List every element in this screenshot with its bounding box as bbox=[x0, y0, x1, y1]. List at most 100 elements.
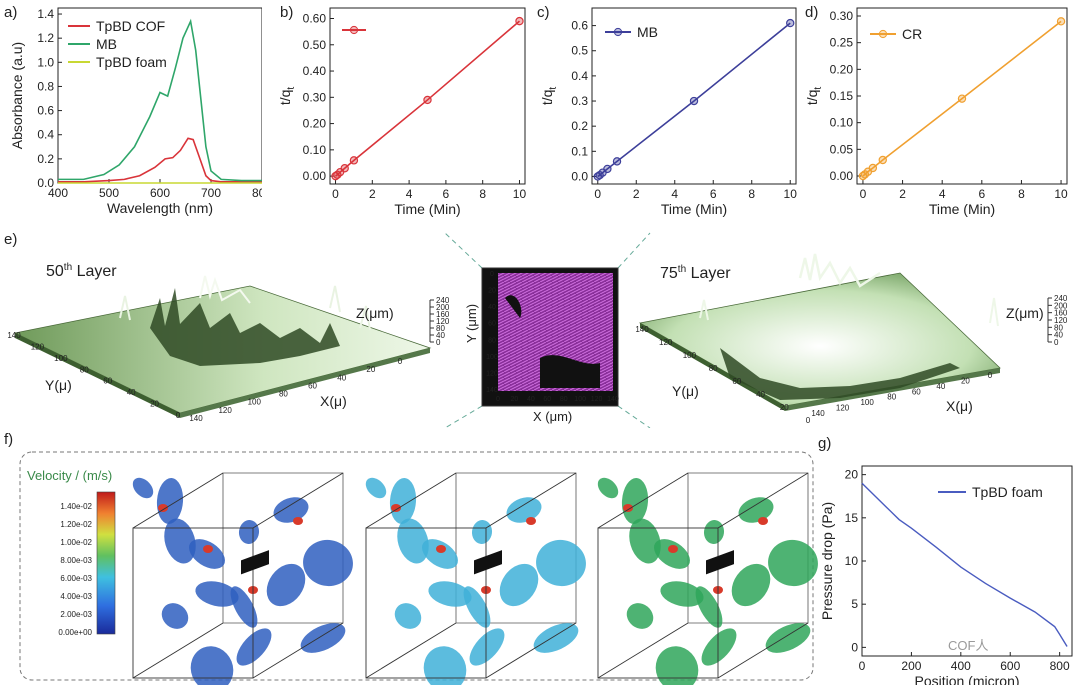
x-axis-label-a: Wavelength (nm) bbox=[107, 200, 213, 216]
x-tick-label: 140 bbox=[189, 414, 203, 423]
flow-blob bbox=[236, 628, 272, 666]
y-tick-label-b: 0.30 bbox=[303, 90, 327, 104]
x-tick-label-d: 4 bbox=[939, 187, 946, 201]
cube-edge bbox=[252, 622, 344, 679]
x-tick-label: 80 bbox=[887, 393, 896, 402]
flow-blob bbox=[303, 539, 353, 587]
right-x-label: X(μ) bbox=[946, 398, 973, 414]
velocity-cube-2 bbox=[365, 472, 586, 685]
left-x-ticks: 140 120 100 80 60 40 20 0 bbox=[189, 357, 402, 423]
flow-sensor-icon bbox=[241, 550, 269, 575]
x-tick-label: 60 bbox=[912, 387, 921, 396]
colorbar-title: Velocity / (m/s) bbox=[27, 468, 112, 483]
y-tick-label: 60 bbox=[103, 377, 112, 386]
y-tick-label: 20 bbox=[150, 400, 159, 409]
y-axis-label-d: t/qt bbox=[805, 87, 824, 106]
x-tick-label-g: 0 bbox=[859, 659, 866, 673]
right-y-label: Y(μ) bbox=[672, 383, 699, 399]
y-tick-label-d: 0.00 bbox=[830, 169, 854, 183]
high-velocity-spot bbox=[436, 545, 446, 553]
z-tick-label: 120 bbox=[1054, 316, 1068, 325]
x-tick-label-b: 4 bbox=[406, 187, 413, 201]
x-tick-label-d: 6 bbox=[978, 187, 985, 201]
z-tick-label: 160 bbox=[436, 310, 450, 319]
data-point-d bbox=[878, 155, 887, 165]
flow-blob bbox=[389, 478, 417, 524]
flow-blob bbox=[132, 477, 154, 499]
flow-blob bbox=[394, 603, 422, 629]
flow-blob bbox=[471, 520, 493, 544]
y-tick-label-d: 0.10 bbox=[830, 116, 854, 130]
y-tick-label-c: 0.5 bbox=[571, 44, 588, 58]
x-tick-label: 20 bbox=[961, 376, 970, 385]
x-tick-label-b: 2 bbox=[369, 187, 376, 201]
z-tick-label: 0 bbox=[1054, 338, 1059, 347]
legend-marker-d bbox=[878, 29, 888, 39]
x-tick-label: 0 bbox=[988, 371, 993, 380]
x-tick-label: 60 bbox=[308, 381, 317, 390]
center-y-tick: 100 bbox=[486, 354, 498, 361]
x-tick-label: 20 bbox=[366, 365, 375, 374]
right-x-ticks: 140 120 100 80 60 40 20 0 bbox=[811, 371, 992, 418]
z-tick-label: 80 bbox=[1054, 323, 1063, 332]
velocity-colorbar bbox=[96, 491, 116, 635]
y-tick-label-c: 0.3 bbox=[571, 94, 588, 108]
y-tick-label-d: 0.05 bbox=[830, 142, 854, 156]
flow-blob bbox=[423, 646, 467, 685]
flow-blob bbox=[300, 623, 346, 653]
flow-blob bbox=[156, 478, 184, 524]
cube-edge bbox=[365, 472, 457, 529]
x-tick-label-a: 700 bbox=[201, 186, 221, 200]
y-tick-label: 80 bbox=[80, 365, 89, 374]
x-tick-label-d: 2 bbox=[899, 187, 906, 201]
flow-blob bbox=[161, 603, 189, 629]
center-y-tick: 0 bbox=[490, 271, 494, 278]
y-axis-label-sub-c: t bbox=[548, 87, 559, 90]
chart-kinetics-b: b) 0 2 4 6 8 10 0.00 0.10 0.20 0.30 0.40 0.50 0.60 Ti… bbox=[277, 4, 526, 217]
x-tick-label-g: 200 bbox=[901, 659, 921, 673]
y-tick-label-c: 0.4 bbox=[571, 69, 588, 83]
data-point-b bbox=[340, 164, 349, 173]
y-tick-label-c: 0.2 bbox=[571, 119, 588, 133]
data-point-c bbox=[689, 96, 699, 106]
y-tick-label-b: 0.60 bbox=[303, 12, 327, 26]
y-tick-label: 140 bbox=[635, 325, 649, 334]
x-tick-label: 100 bbox=[248, 398, 262, 407]
x-tick-label: 80 bbox=[279, 390, 288, 399]
y-tick-label-g: 15 bbox=[845, 511, 859, 525]
velocity-cube-3 bbox=[597, 472, 818, 685]
x-tick-label-d: 10 bbox=[1054, 187, 1068, 201]
data-point-b bbox=[515, 16, 524, 26]
colorbar-tick-label: 1.40e-02 bbox=[60, 502, 92, 511]
x-tick-label-g: 800 bbox=[1050, 659, 1070, 673]
x-tick-label-a: 500 bbox=[99, 186, 119, 200]
flow-blob bbox=[653, 539, 691, 569]
high-velocity-spot bbox=[668, 545, 678, 553]
data-point-c bbox=[612, 157, 622, 166]
y-tick-label: 40 bbox=[127, 388, 136, 397]
plot-frame-a bbox=[57, 7, 262, 184]
panel-label-c: c) bbox=[537, 4, 550, 21]
left-y-label: Y(μ) bbox=[45, 377, 72, 393]
flow-blob bbox=[626, 603, 654, 629]
panel-label-g: g) bbox=[818, 435, 831, 452]
cube-edge bbox=[485, 472, 577, 529]
y-tick-label-a: 0.4 bbox=[37, 128, 54, 142]
watermark-text: COF人 bbox=[948, 638, 988, 653]
cube-front-face bbox=[132, 527, 254, 679]
high-velocity-spot bbox=[526, 517, 536, 525]
plot-frame-c bbox=[591, 7, 797, 185]
x-tick-label-c: 0 bbox=[594, 187, 601, 201]
x-axis-label-g: Position (micron) bbox=[914, 673, 1019, 685]
y-tick-label-b: 0.10 bbox=[303, 143, 327, 157]
y-tick-label: 100 bbox=[683, 351, 697, 360]
panel-label-f: f) bbox=[4, 431, 13, 448]
panel-label-b: b) bbox=[280, 4, 293, 21]
flow-blob bbox=[629, 518, 661, 564]
center-x-tick: 20 bbox=[511, 396, 519, 403]
cube-front-face bbox=[365, 527, 487, 679]
center-y-label: Y (μm) bbox=[464, 304, 479, 343]
x-tick-label-a: 600 bbox=[150, 186, 170, 200]
x-tick-label-c: 4 bbox=[671, 187, 678, 201]
flow-blob bbox=[365, 477, 387, 499]
